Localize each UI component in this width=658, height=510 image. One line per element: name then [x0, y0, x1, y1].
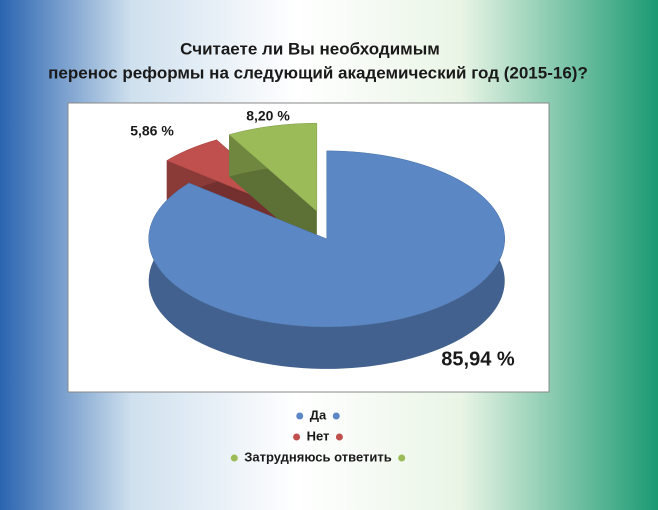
legend-marker: [293, 433, 301, 441]
slice: [148, 150, 505, 328]
data-label: 85,94 %: [441, 348, 515, 370]
data-label: 5,86 %: [130, 123, 174, 139]
legend-marker: [296, 412, 304, 420]
legend-marker: [230, 454, 238, 462]
legend-marker: [398, 454, 406, 462]
legend-marker: [335, 433, 343, 441]
legend-label: Нет: [307, 428, 330, 443]
legend-label: Затрудняюсь ответить: [244, 449, 391, 464]
data-label: 8,20 %: [246, 108, 290, 124]
legend-label: Да: [310, 407, 327, 422]
chart-title: Считаете ли Вы необходимым: [180, 39, 440, 58]
slice: [228, 122, 318, 212]
chart-title: перенос реформы на следующий академическ…: [48, 63, 588, 82]
legend-marker: [332, 412, 340, 420]
